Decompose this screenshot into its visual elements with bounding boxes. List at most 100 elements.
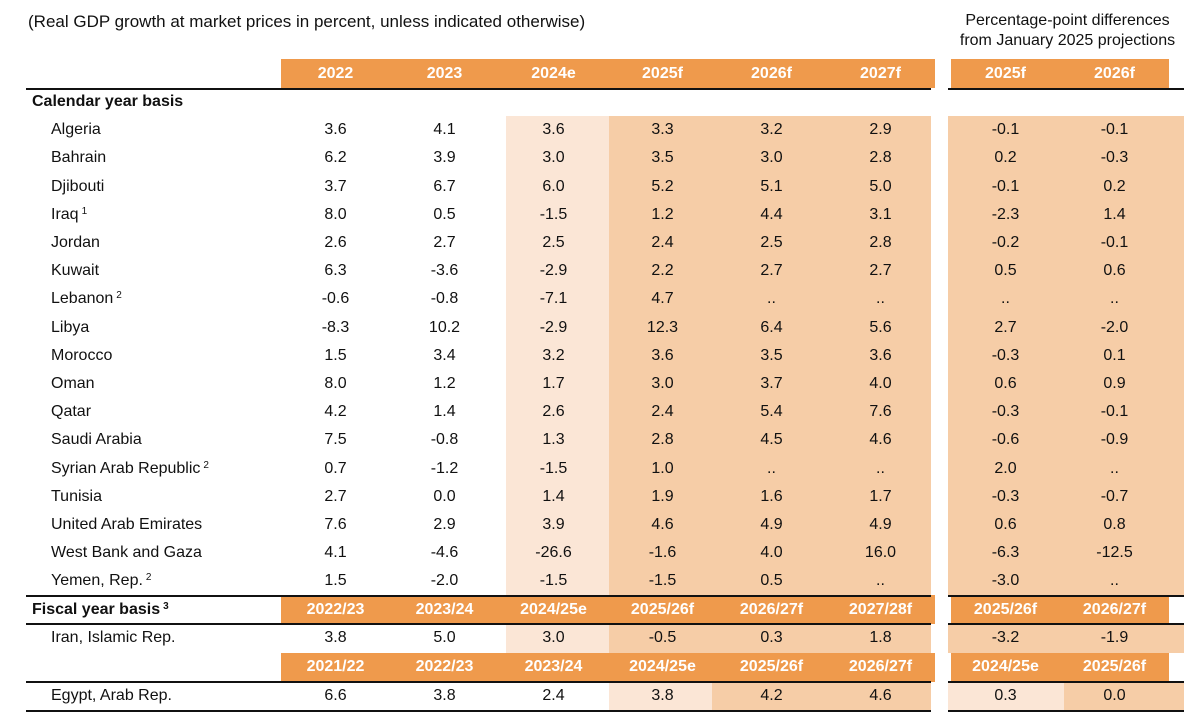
value-cell: -2.9 (539, 262, 568, 280)
difference-cell: -3.0 (991, 572, 1020, 590)
fiscal-header-row-2: 2021/22 2022/23 2023/24 2024/25e 2025/26… (26, 652, 1169, 682)
value-cell: 2.7 (324, 487, 347, 505)
difference-cell: -0.6 (991, 431, 1020, 449)
difference-cell: -0.1 (991, 177, 1020, 195)
country-name-cell: United Arab Emirates (26, 511, 281, 539)
value-cell: 3.8 (651, 686, 674, 704)
country-name: Jordan (51, 234, 100, 252)
country-name: Kuwait (51, 262, 100, 280)
difference-cell: 2.0 (994, 459, 1017, 477)
value-cell: 3.5 (651, 149, 674, 167)
pp-title-line-1: Percentage-point differences (965, 12, 1170, 29)
difference-cell: -0.3 (991, 346, 1020, 364)
fiscal-year-basis-label: Fiscal year basis 3 (26, 595, 281, 624)
rule-above-calendar (26, 88, 931, 90)
value-cell: 1.9 (651, 487, 674, 505)
pp-title-line-2: from January 2025 projections (959, 32, 1176, 49)
value-cell: 2.6 (324, 234, 347, 252)
fiscal-header-year: 2024/25e (499, 595, 608, 625)
value-cell: 6.3 (324, 262, 347, 280)
country-name-cell: West Bank and Gaza (26, 539, 281, 567)
table-row: Oman 8.0 1.2 1.7 3.0 3.7 4.0 0.6 0.9 (26, 370, 1169, 398)
value-cell: -2.0 (430, 572, 459, 590)
value-cell: 4.7 (651, 290, 674, 308)
country-name: Egypt, Arab Rep. (51, 686, 172, 704)
value-cell: 8.0 (324, 374, 347, 392)
value-cell: 5.0 (869, 177, 892, 195)
table-row: Algeria 3.6 4.1 3.6 3.3 3.2 2.9 -0.1 -0.1 (26, 116, 1169, 144)
difference-cell: -3.2 (991, 629, 1020, 647)
rule-above-egypt (26, 681, 931, 683)
header-pp-year: 2026f (1060, 59, 1169, 88)
column-gap (935, 653, 951, 682)
value-cell: 2.9 (869, 121, 892, 139)
country-name-cell: Kuwait (26, 257, 281, 285)
percentage-point-differences-title: Percentage-point differences from Januar… (940, 11, 1195, 51)
value-cell: 3.3 (651, 121, 674, 139)
section-row-calendar: Calendar year basis (26, 88, 1169, 116)
country-name: Libya (51, 318, 90, 336)
value-cell: -1.5 (648, 572, 677, 590)
difference-cell: 0.9 (1103, 374, 1126, 392)
value-cell: 1.7 (869, 487, 892, 505)
fiscal-year-basis-text: Fiscal year basis (32, 600, 161, 618)
footnote-marker: 2 (145, 572, 152, 584)
value-cell: -0.5 (648, 629, 677, 647)
value-cell: 1.8 (869, 629, 892, 647)
fiscal-header-pp-year: 2024/25e (951, 652, 1060, 682)
difference-cell: .. (1110, 572, 1119, 590)
table-row: Iraq 1 8.0 0.5 -1.5 1.2 4.4 3.1 -2.3 1.4 (26, 201, 1169, 229)
fiscal-header-pp-year: 2025/26f (1060, 652, 1169, 682)
value-cell: 1.0 (651, 459, 674, 477)
forecast-columns-shade (609, 116, 931, 596)
value-cell: 3.7 (324, 177, 347, 195)
table-row: Qatar 4.2 1.4 2.6 2.4 5.4 7.6 -0.3 -0.1 (26, 398, 1169, 426)
calendar-year-basis-label: Calendar year basis (32, 93, 184, 111)
difference-cell: -2.0 (1100, 318, 1129, 336)
value-cell: 6.4 (760, 318, 783, 336)
country-name-cell: Iraq 1 (26, 201, 281, 229)
value-cell: 2.4 (542, 686, 565, 704)
value-cell: 1.5 (324, 346, 347, 364)
table-row: Saudi Arabia 7.5 -0.8 1.3 2.8 4.5 4.6 -0.6 -0.9 (26, 426, 1169, 454)
difference-cell: .. (1110, 459, 1119, 477)
value-cell: 1.2 (651, 205, 674, 223)
value-cell: 0.5 (433, 205, 456, 223)
table-subtitle: (Real GDP growth at market prices in per… (28, 12, 586, 31)
value-cell: 2.8 (869, 149, 892, 167)
difference-cell: 0.6 (994, 515, 1017, 533)
rule-above-calendar-pp (948, 88, 1184, 90)
country-name: Syrian Arab Republic (51, 459, 201, 477)
iran-estimate-shade (506, 624, 609, 653)
country-name: Oman (51, 374, 95, 392)
country-name-cell: Syrian Arab Republic 2 (26, 454, 281, 482)
value-cell: 7.6 (324, 515, 347, 533)
value-cell: 3.0 (760, 149, 783, 167)
value-cell: 1.3 (542, 431, 565, 449)
country-name: Djibouti (51, 177, 105, 195)
difference-cell: 0.1 (1103, 346, 1126, 364)
value-cell: 1.6 (760, 487, 783, 505)
value-cell: 6.2 (324, 149, 347, 167)
difference-cell: -0.1 (1100, 403, 1129, 421)
value-cell: 5.0 (433, 629, 456, 647)
rule-above-iran (26, 623, 931, 625)
rule-bottom (26, 710, 931, 712)
table-row: Yemen, Rep. 2 1.5 -2.0 -1.5 -1.5 0.5.. -3.0.. (26, 567, 1169, 595)
table-row-iran: Iran, Islamic Rep. 3.8 5.0 3.0 -0.5 0.3 … (26, 624, 1169, 652)
difference-cell: -0.1 (991, 121, 1020, 139)
value-cell: 3.1 (869, 205, 892, 223)
value-cell: -2.9 (539, 318, 568, 336)
fiscal-header-year: 2024/25e (608, 652, 717, 682)
country-name-cell: Lebanon 2 (26, 285, 281, 313)
value-cell: -1.2 (430, 459, 459, 477)
estimate-column-shade (506, 116, 609, 596)
value-cell: 5.6 (869, 318, 892, 336)
value-cell: 1.4 (433, 403, 456, 421)
fiscal-header-year: 2023/24 (390, 595, 499, 625)
value-cell: 0.0 (433, 487, 456, 505)
fiscal-header-year: 2026/27f (826, 652, 935, 682)
value-cell: 3.0 (542, 629, 565, 647)
table-row: United Arab Emirates 7.6 2.9 3.9 4.6 4.9 4.9 0.… (26, 511, 1169, 539)
rule-above-fiscal (26, 595, 931, 597)
